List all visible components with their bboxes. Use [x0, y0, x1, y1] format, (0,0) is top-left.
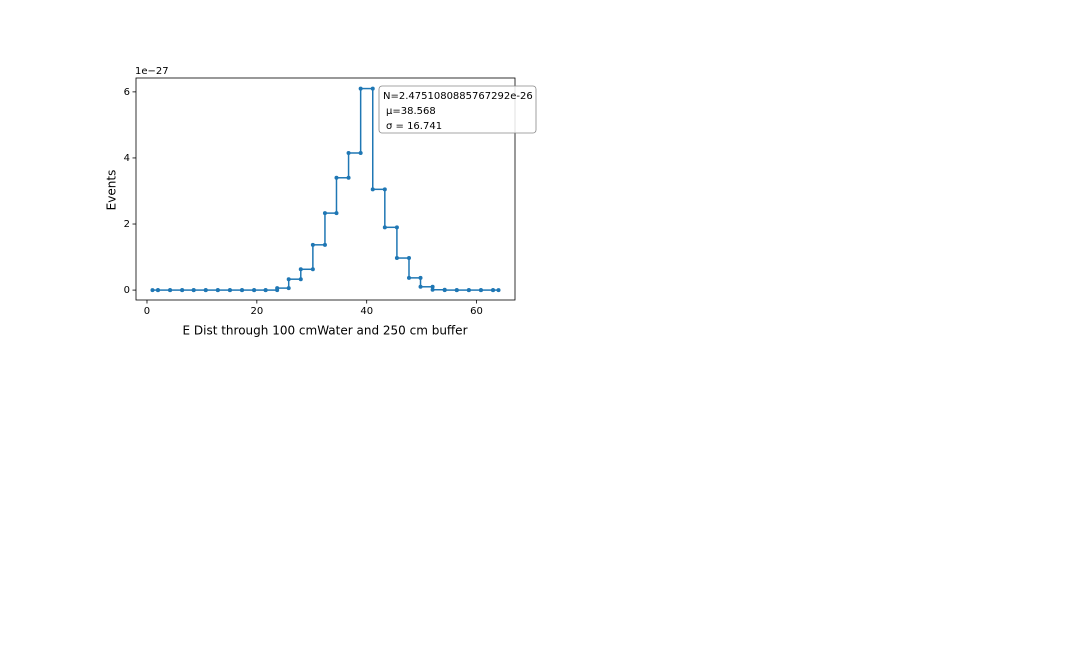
marker	[275, 286, 280, 291]
x-tick-label: 40	[360, 306, 373, 317]
marker	[491, 288, 496, 293]
marker	[263, 288, 268, 293]
marker	[394, 256, 399, 261]
marker	[370, 187, 375, 192]
annotation-text: σ = 16.741	[386, 121, 442, 132]
x-tick-label: 20	[250, 306, 263, 317]
marker	[466, 288, 471, 293]
annotation-text: N=2.4751080885767292e-26	[383, 91, 533, 102]
y-tick-label: 2	[124, 219, 130, 230]
marker	[430, 287, 435, 292]
x-tick-label: 0	[144, 306, 150, 317]
y-tick-label: 6	[124, 87, 130, 98]
marker	[252, 288, 257, 293]
marker	[227, 288, 232, 293]
marker	[240, 288, 245, 293]
y-tick-label: 0	[124, 285, 130, 296]
annotation-box	[378, 85, 537, 134]
marker	[168, 288, 173, 293]
marker	[382, 225, 387, 230]
plot-frame	[135, 77, 516, 301]
marker	[478, 288, 483, 293]
marker	[406, 275, 411, 280]
y-axis-label: Events	[105, 170, 119, 211]
marker	[191, 288, 196, 293]
annotation-text: μ=38.568	[386, 106, 436, 117]
marker	[496, 288, 501, 293]
y-offset-label: 1e−27	[135, 66, 169, 77]
marker	[418, 284, 423, 289]
marker	[215, 288, 220, 293]
marker	[358, 86, 363, 91]
x-axis-label: E Dist through 100 cmWater and 250 cm bu…	[182, 324, 467, 338]
marker	[150, 288, 155, 293]
marker	[346, 150, 351, 155]
marker	[334, 175, 339, 180]
marker	[286, 277, 291, 282]
marker	[203, 288, 208, 293]
marker	[454, 288, 459, 293]
marker	[310, 242, 315, 247]
marker	[180, 288, 185, 293]
marker	[155, 288, 160, 293]
marker	[442, 288, 447, 293]
marker	[298, 267, 303, 272]
marker	[322, 211, 327, 216]
y-tick-label: 4	[124, 153, 130, 164]
x-tick-label: 60	[470, 306, 483, 317]
